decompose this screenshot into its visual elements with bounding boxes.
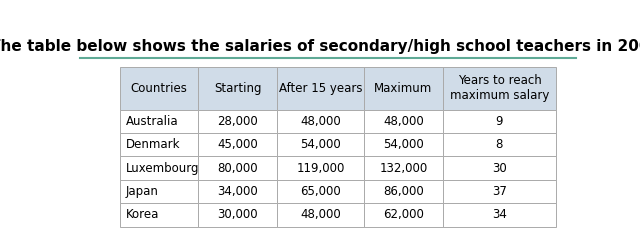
Text: Japan: Japan: [125, 185, 159, 198]
Bar: [364, 156, 443, 180]
Bar: [443, 156, 556, 180]
Bar: [198, 203, 277, 226]
Text: 48,000: 48,000: [383, 115, 424, 128]
Text: 30: 30: [492, 162, 507, 174]
Text: Denmark: Denmark: [125, 138, 180, 151]
Bar: [364, 180, 443, 203]
Text: Years to reach
maximum salary: Years to reach maximum salary: [450, 74, 549, 102]
Text: Australia: Australia: [125, 115, 179, 128]
Bar: [364, 203, 443, 226]
Bar: [198, 156, 277, 180]
Text: After 15 years: After 15 years: [278, 82, 362, 95]
Bar: [120, 133, 198, 156]
Text: 62,000: 62,000: [383, 208, 424, 221]
Bar: [120, 180, 198, 203]
Text: Maximum: Maximum: [374, 82, 433, 95]
Text: 54,000: 54,000: [300, 138, 341, 151]
Text: 37: 37: [492, 185, 507, 198]
Bar: [198, 110, 277, 133]
Text: 80,000: 80,000: [217, 162, 258, 174]
Bar: [443, 110, 556, 133]
Text: Starting: Starting: [214, 82, 261, 95]
Text: 30,000: 30,000: [217, 208, 258, 221]
Text: 34,000: 34,000: [217, 185, 258, 198]
Bar: [120, 203, 198, 226]
Bar: [277, 67, 364, 110]
Bar: [120, 156, 198, 180]
Text: 65,000: 65,000: [300, 185, 341, 198]
Bar: [277, 156, 364, 180]
Text: 34: 34: [492, 208, 507, 221]
Bar: [277, 180, 364, 203]
Text: 9: 9: [495, 115, 503, 128]
Bar: [277, 203, 364, 226]
Text: The table below shows the salaries of secondary/high school teachers in 2009.: The table below shows the salaries of se…: [0, 38, 640, 53]
Bar: [443, 180, 556, 203]
Text: 132,000: 132,000: [380, 162, 428, 174]
Text: Countries: Countries: [131, 82, 188, 95]
Bar: [198, 67, 277, 110]
Text: 48,000: 48,000: [300, 208, 341, 221]
Bar: [364, 110, 443, 133]
Bar: [120, 110, 198, 133]
Bar: [198, 133, 277, 156]
Text: 48,000: 48,000: [300, 115, 341, 128]
Text: 54,000: 54,000: [383, 138, 424, 151]
Text: Korea: Korea: [125, 208, 159, 221]
Bar: [443, 203, 556, 226]
Bar: [443, 133, 556, 156]
Bar: [277, 110, 364, 133]
Text: 119,000: 119,000: [296, 162, 345, 174]
Text: 86,000: 86,000: [383, 185, 424, 198]
Bar: [120, 67, 198, 110]
Bar: [198, 180, 277, 203]
Bar: [277, 133, 364, 156]
Text: 45,000: 45,000: [217, 138, 258, 151]
Bar: [364, 133, 443, 156]
Bar: [364, 67, 443, 110]
Text: 8: 8: [496, 138, 503, 151]
Bar: [443, 67, 556, 110]
Text: 28,000: 28,000: [217, 115, 258, 128]
Text: Luxembourg: Luxembourg: [125, 162, 199, 174]
